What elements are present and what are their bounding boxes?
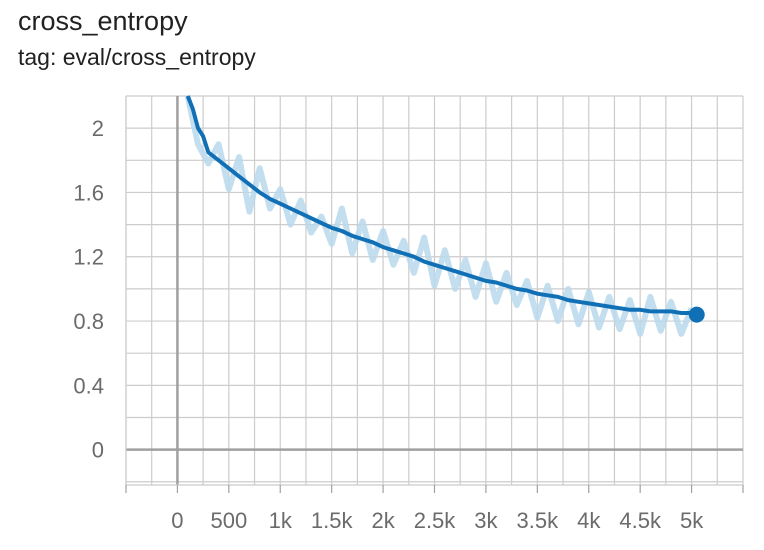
x-tick-label: 4.5k (619, 508, 662, 533)
x-tick-label: 2k (371, 508, 395, 533)
y-tick-label: 1.2 (73, 245, 104, 270)
x-tick-label: 5k (680, 508, 704, 533)
axes (125, 96, 744, 493)
x-tick-label: 1.5k (311, 508, 354, 533)
x-tick-label: 2.5k (414, 508, 457, 533)
raw-line (184, 95, 695, 337)
x-tick-label: 500 (210, 508, 247, 533)
y-tick-label: 0 (92, 438, 104, 463)
x-tick-label: 0 (171, 508, 183, 533)
y-tick-label: 0.8 (73, 309, 104, 334)
raw-series (184, 95, 695, 337)
tick-labels: 0 500 1k 1.5k 2k 2.5k 3k 3.5k 4k 4.5k 5k 0 0.4 0.8 1.2… (73, 116, 704, 533)
x-tick-label: 1k (269, 508, 293, 533)
x-tick-label: 3.5k (517, 508, 560, 533)
y-tick-label: 0.4 (73, 373, 104, 398)
chart-title: cross_entropy (18, 6, 188, 36)
x-tick-label: 3k (474, 508, 498, 533)
x-tick-label: 4k (577, 508, 601, 533)
chart-subtitle: tag: eval/cross_entropy (18, 44, 256, 70)
smoothed-line (185, 95, 698, 317)
smoothed-series (185, 95, 705, 323)
final-point-marker (688, 306, 705, 323)
y-tick-label: 2 (92, 116, 104, 141)
y-tick-label: 1.6 (73, 180, 104, 205)
